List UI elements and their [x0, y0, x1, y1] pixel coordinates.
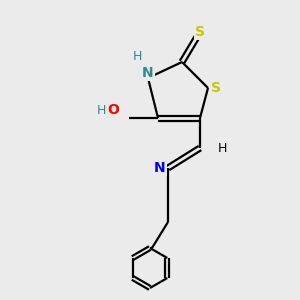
Text: H: H	[96, 103, 106, 116]
Text: H: H	[132, 50, 142, 62]
Text: O: O	[107, 103, 119, 117]
Text: S: S	[195, 25, 205, 39]
Text: S: S	[211, 81, 221, 95]
Text: H: H	[217, 142, 227, 154]
Text: N: N	[142, 66, 154, 80]
Text: N: N	[154, 161, 166, 175]
